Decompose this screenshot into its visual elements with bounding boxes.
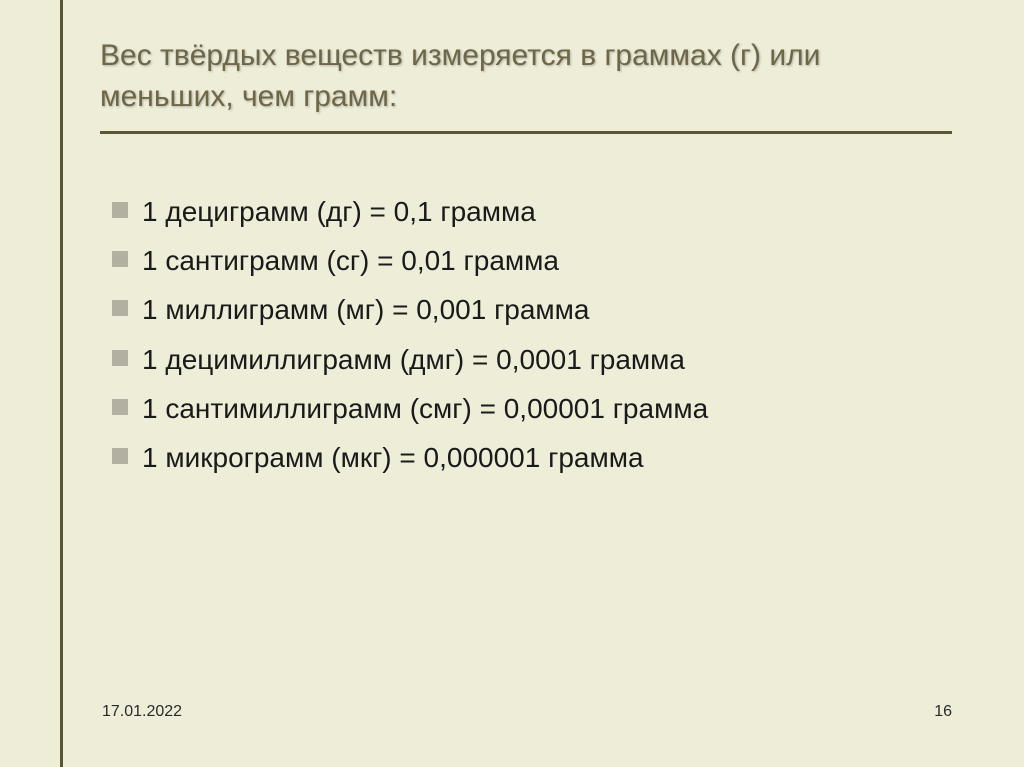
accent-vertical-bar xyxy=(60,0,63,767)
square-bullet-icon xyxy=(112,448,128,464)
bullet-list: 1 дециграмм (дг) = 0,1 грамма 1 сантигра… xyxy=(100,192,952,477)
list-item: 1 сантиграмм (сг) = 0,01 грамма xyxy=(112,241,952,280)
slide: Вес твёрдых веществ измеряется в граммах… xyxy=(0,0,1024,767)
list-item: 1 дециграмм (дг) = 0,1 грамма xyxy=(112,192,952,231)
square-bullet-icon xyxy=(112,202,128,218)
list-item: 1 микрограмм (мкг) = 0,000001 грамма xyxy=(112,438,952,477)
list-item: 1 децимиллиграмм (дмг) = 0,0001 грамма xyxy=(112,340,952,379)
list-item-text: 1 микрограмм (мкг) = 0,000001 грамма xyxy=(142,438,644,477)
list-item: 1 миллиграмм (мг) = 0,001 грамма xyxy=(112,290,952,329)
title-block: Вес твёрдых веществ измеряется в граммах… xyxy=(100,36,952,117)
square-bullet-icon xyxy=(112,399,128,415)
square-bullet-icon xyxy=(112,300,128,316)
footer-date: 17.01.2022 xyxy=(102,703,182,721)
list-item-text: 1 децимиллиграмм (дмг) = 0,0001 грамма xyxy=(142,340,685,379)
list-item-text: 1 сантимиллиграмм (смг) = 0,00001 грамма xyxy=(142,389,708,428)
square-bullet-icon xyxy=(112,350,128,366)
list-item-text: 1 миллиграмм (мг) = 0,001 грамма xyxy=(142,290,590,329)
list-item-text: 1 сантиграмм (сг) = 0,01 грамма xyxy=(142,241,559,280)
list-item: 1 сантимиллиграмм (смг) = 0,00001 грамма xyxy=(112,389,952,428)
horizontal-rule xyxy=(100,131,952,134)
slide-footer: 17.01.2022 16 xyxy=(102,703,952,721)
square-bullet-icon xyxy=(112,251,128,267)
footer-page-number: 16 xyxy=(934,703,952,721)
list-item-text: 1 дециграмм (дг) = 0,1 грамма xyxy=(142,192,536,231)
slide-title: Вес твёрдых веществ измеряется в граммах… xyxy=(100,36,952,117)
